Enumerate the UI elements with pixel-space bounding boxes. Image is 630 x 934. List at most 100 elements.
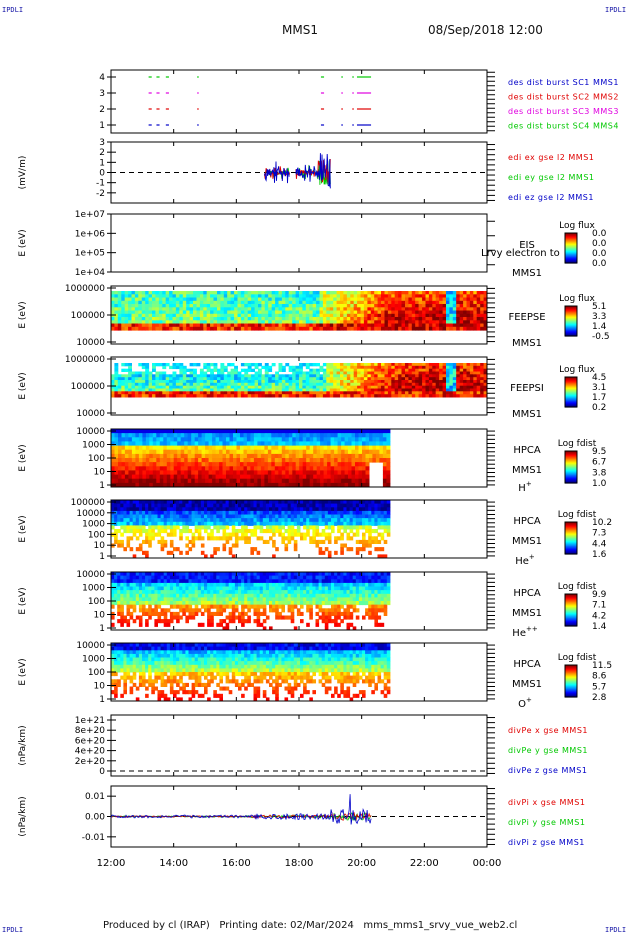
spectrogram-cell xyxy=(114,536,118,541)
spectrogram-cell xyxy=(175,300,180,305)
spectrogram-cell xyxy=(210,529,214,534)
spectrogram-cell xyxy=(357,371,361,375)
spectrogram-cell xyxy=(179,394,184,398)
spectrogram-cell xyxy=(353,371,358,375)
spectrogram-cell xyxy=(312,320,317,325)
spectrogram-cell xyxy=(346,503,351,508)
spectrogram-cell xyxy=(230,371,235,375)
spectrogram-cell xyxy=(194,478,199,484)
spectrogram-cell xyxy=(142,474,147,480)
spectrogram-cell xyxy=(267,449,272,455)
spectrogram-cell xyxy=(398,326,402,331)
spectrogram-cell xyxy=(405,307,409,312)
spectrogram-cell xyxy=(247,365,252,370)
spectrogram-cell xyxy=(180,470,185,475)
spectrogram-cell xyxy=(418,304,423,308)
spectrogram-cell xyxy=(337,474,342,480)
spectrogram-cell xyxy=(293,510,298,515)
spectrogram-cell xyxy=(172,371,177,375)
spectrogram-cell xyxy=(330,437,335,442)
spectrogram-cell xyxy=(213,313,218,318)
spectrogram-cell xyxy=(346,514,351,519)
spectrogram-cell xyxy=(369,441,373,446)
spectrogram-cell xyxy=(326,313,331,318)
spectrogram-cell xyxy=(145,323,150,328)
spectrogram-cell xyxy=(316,320,320,325)
spectrogram-cell xyxy=(363,300,368,305)
colorbar-cell xyxy=(565,471,577,473)
spectrogram-cell xyxy=(173,507,177,512)
spectrogram-cell xyxy=(244,307,249,312)
spectrogram-cell xyxy=(302,470,307,475)
spectrogram-cell xyxy=(377,294,382,299)
spectrogram-cell xyxy=(377,532,382,537)
right-minor-ticks xyxy=(487,358,495,414)
spectrogram-cell xyxy=(131,382,136,387)
spectrogram-cell xyxy=(312,536,316,541)
spectrogram-cell xyxy=(305,365,310,370)
spectrogram-cell xyxy=(363,385,368,389)
spectrogram-cell xyxy=(302,474,307,480)
spectrogram-cell xyxy=(360,388,365,392)
spectrogram-cell xyxy=(377,326,382,331)
spectrogram-cell xyxy=(336,291,341,295)
spectrogram-cell xyxy=(337,449,342,455)
spectrogram-cell xyxy=(372,441,377,446)
spectrogram-cell xyxy=(292,394,297,398)
spectrogram-cell xyxy=(343,326,348,331)
spectrogram-cell xyxy=(247,518,251,523)
spectrogram-cell xyxy=(166,521,171,526)
spectrogram-cell xyxy=(187,437,192,442)
spectrogram-cell xyxy=(463,291,467,295)
spectrogram-cell xyxy=(442,313,447,318)
spectrogram-cell xyxy=(234,514,239,519)
spectrogram-cell xyxy=(299,294,303,299)
spectrogram-cell xyxy=(117,320,122,325)
spectrogram-cell xyxy=(152,300,156,305)
spectrogram-cell xyxy=(466,313,471,318)
spectrogram-cell xyxy=(148,374,153,378)
spectrogram-cell xyxy=(175,377,180,381)
spectrogram-cell xyxy=(343,503,347,508)
spectrogram-cell xyxy=(233,458,237,463)
colorbar-cell xyxy=(565,258,577,260)
spectrogram-cell xyxy=(172,310,177,315)
spectrogram-cell xyxy=(442,394,447,398)
spectrogram-cell xyxy=(340,313,344,318)
spectrogram-cell xyxy=(292,391,297,395)
spectrogram-cell xyxy=(319,317,324,321)
spectrogram-cell xyxy=(179,385,184,389)
spectrogram-cell xyxy=(316,482,321,488)
spectrogram-cell xyxy=(149,474,154,480)
spectrogram-cell xyxy=(435,294,440,299)
spectrogram-cell xyxy=(355,525,360,530)
spectrogram-cell xyxy=(384,377,389,381)
spectrogram-cell xyxy=(182,388,187,392)
spectrogram-cell xyxy=(169,518,174,523)
spectrogram-cell xyxy=(377,500,382,505)
spectrogram-cell xyxy=(284,521,289,526)
spectrogram-cell xyxy=(210,377,214,381)
spectrogram-cell xyxy=(340,291,344,295)
spectrogram-cell xyxy=(188,518,193,523)
spectrogram-cell xyxy=(215,470,220,475)
spectrogram-cell xyxy=(230,320,235,325)
spectrogram-cell xyxy=(199,374,204,378)
spectrogram-cell xyxy=(408,326,413,331)
spectrogram-cell xyxy=(381,310,385,315)
spectrogram-cell xyxy=(187,466,192,471)
spectrogram-cell xyxy=(220,380,225,384)
spectrogram-cell xyxy=(288,474,293,480)
spectrogram-cell xyxy=(327,521,332,526)
spectrogram-cell xyxy=(466,385,471,389)
colorbar-cell xyxy=(565,251,577,253)
spectrogram-cell xyxy=(375,458,380,463)
spectrogram-cell xyxy=(220,326,225,331)
spectrogram-cell xyxy=(327,507,332,512)
spectrogram-cell xyxy=(141,317,146,321)
spectrogram-cell xyxy=(480,394,485,398)
spectrogram-cell xyxy=(226,433,230,438)
spectrogram-cell xyxy=(186,310,191,315)
spectrogram-cell xyxy=(253,429,258,434)
spectrogram-cell xyxy=(169,550,174,555)
